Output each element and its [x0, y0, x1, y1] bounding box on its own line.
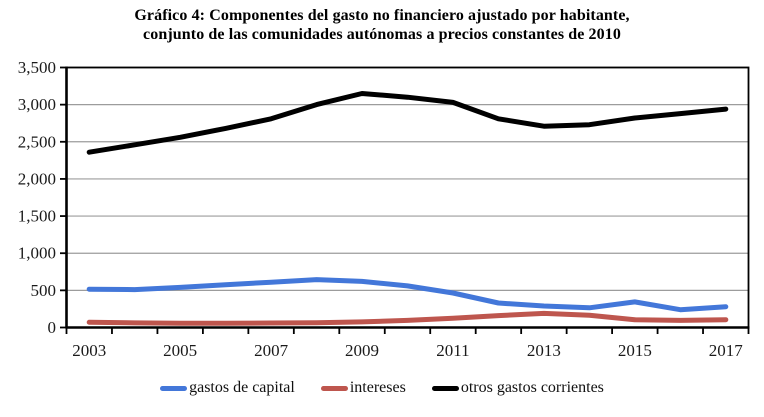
axes: [65, 66, 750, 329]
legend-item-otros-gastos-corrientes: otros gastos corrientes: [431, 379, 604, 397]
y-tick-label: 3,000: [18, 95, 56, 114]
y-tick-label: 500: [31, 281, 57, 300]
y-tick-label: 2,000: [18, 169, 56, 188]
legend-label-gastos-de-capital: gastos de capital: [189, 379, 295, 396]
y-tick-label: 0: [48, 318, 57, 337]
chart-title: Gráfico 4: Componentes del gasto no fina…: [0, 6, 764, 44]
legend-label-intereses: intereses: [349, 379, 406, 396]
legend-swatch-otros-gastos-corrientes: [431, 385, 459, 391]
series-otros-gastos-corrientes: [86, 91, 729, 155]
legend-item-gastos-de-capital: gastos de capital: [160, 379, 295, 397]
series-intereses: [86, 310, 729, 326]
x-tick-label: 2007: [254, 341, 289, 360]
x-tick-label: 2011: [436, 341, 469, 360]
chart-title-line-1: Gráfico 4: Componentes del gasto no fina…: [134, 7, 630, 24]
x-tick-label: 2009: [345, 341, 379, 360]
legend-swatch-intereses: [320, 385, 348, 391]
x-tick-label: 2003: [72, 341, 106, 360]
chart-legend: gastos de capital intereses otros gastos c…: [0, 375, 764, 401]
legend-label-otros-gastos-corrientes: otros gastos corrientes: [460, 379, 604, 396]
x-axis: 2003 2005 2007 2009 2011 2013 2015 2017: [65, 327, 750, 360]
x-tick-label: 2013: [527, 341, 561, 360]
y-axis: 0 500 1,000 1,500 2,000 2,500 3,000 3,500: [18, 58, 67, 337]
gridlines: [66, 66, 749, 291]
legend-swatch-gastos-de-capital: [160, 385, 188, 391]
legend-item-intereses: intereses: [320, 379, 406, 397]
x-tick-label: 2017: [709, 341, 744, 360]
y-tick-label: 2,500: [18, 132, 56, 151]
series-gastos-de-capital: [86, 277, 729, 313]
y-tick-label: 1,000: [18, 244, 56, 263]
y-tick-label: 3,500: [18, 58, 56, 77]
y-tick-label: 1,500: [18, 207, 56, 226]
chart-title-line-2: conjunto de las comunidades autónomas a …: [143, 26, 621, 43]
x-tick-label: 2005: [163, 341, 197, 360]
x-tick-label: 2015: [618, 341, 652, 360]
